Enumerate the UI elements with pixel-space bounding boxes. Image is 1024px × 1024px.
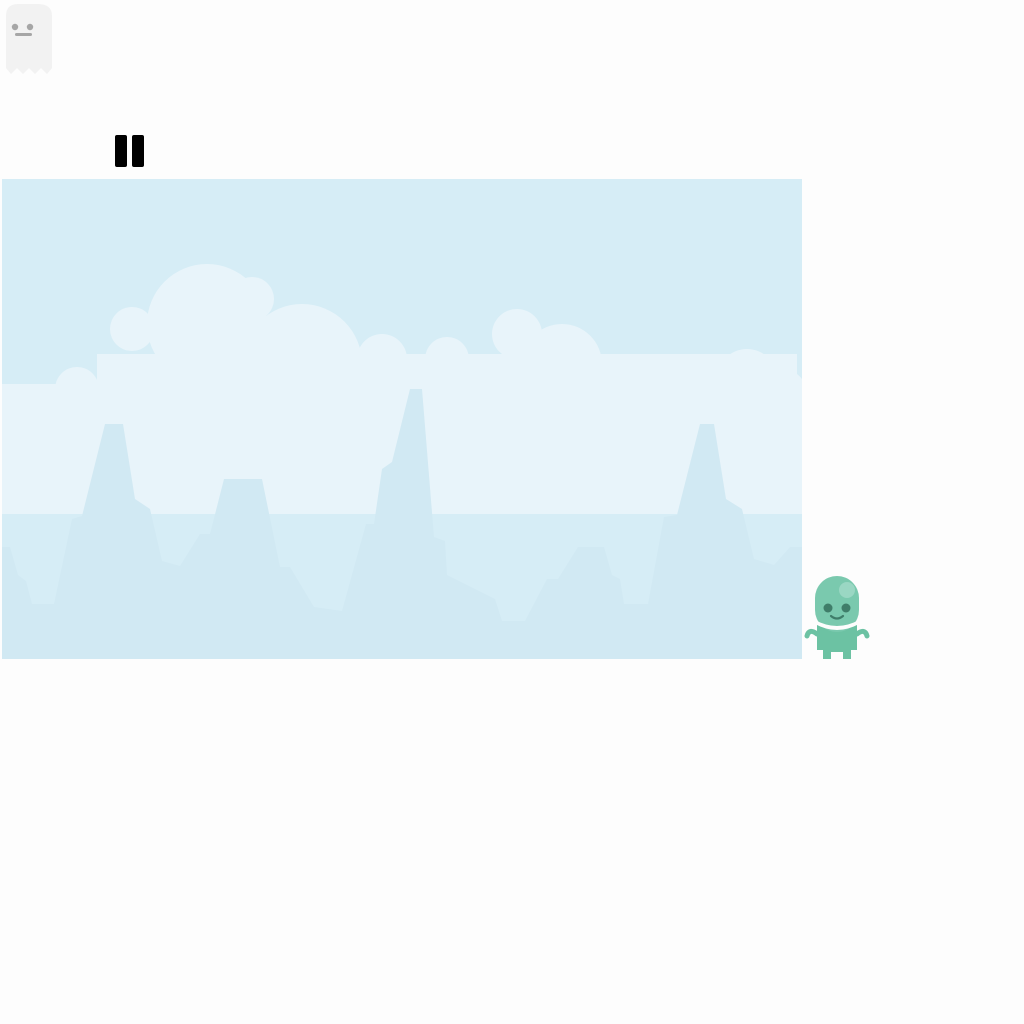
- pause-icon: [115, 135, 144, 167]
- mountain-layer: [2, 389, 802, 659]
- ghost-icon: [2, 2, 54, 76]
- alien-character-icon: [803, 572, 871, 660]
- game-viewport[interactable]: [2, 179, 802, 659]
- pause-button[interactable]: [112, 132, 146, 170]
